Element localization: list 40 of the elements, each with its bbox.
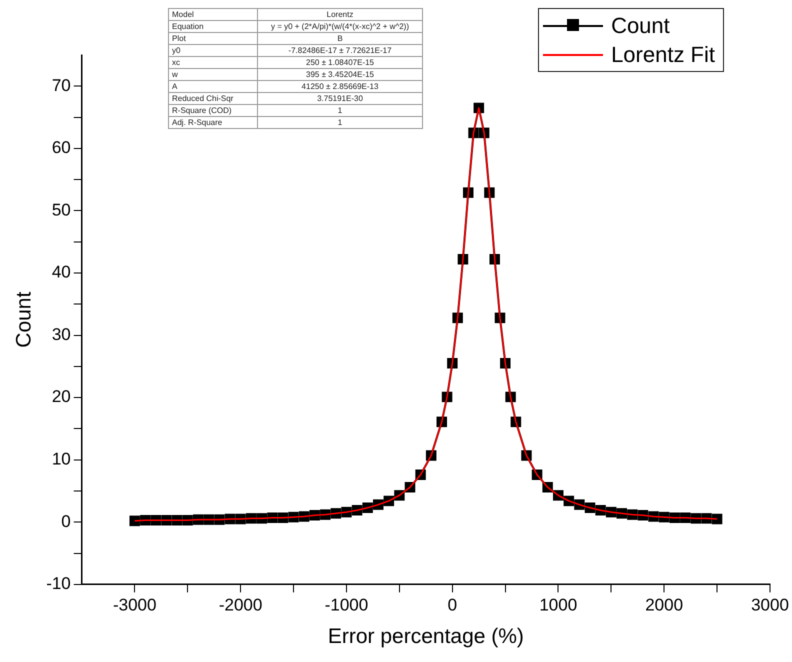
x-tick-label: -1000 (324, 595, 368, 614)
y-tick-label: 30 (52, 324, 71, 344)
x-tick-label: 3000 (751, 595, 789, 614)
annotation: 1 (258, 104, 422, 116)
annotation: 395 ± 3.45204E-15 (258, 68, 422, 80)
text: y = y0 + (2*A/pi)*(w/(4*(x-xc)^2 + w^2)) (258, 20, 422, 32)
annotation: w (168, 68, 258, 80)
text: Plot (168, 32, 258, 44)
x-tick-label: 0 (448, 595, 458, 614)
x-tick-label: 2000 (645, 595, 684, 614)
y-tick-label: 70 (52, 76, 71, 95)
annotation: R-Square (COD) (168, 104, 258, 116)
legend-label: Count (611, 12, 670, 38)
text: Lorentz (258, 8, 422, 20)
annotation: 250 ± 1.08407E-15 (258, 56, 422, 68)
annotation: y0 (168, 44, 258, 56)
y-tick-label: 0 (61, 512, 71, 531)
text: B (258, 32, 422, 44)
annotation: xc (168, 56, 258, 68)
x-axis-title: Error percentage (%) (328, 625, 524, 648)
y-tick-label: 50 (52, 200, 71, 220)
annotation: 3.75191E-30 (258, 92, 422, 104)
legend-label: Lorentz Fit (611, 42, 715, 68)
annotation: -7.82486E-17 ± 7.72621E-17 (258, 44, 422, 56)
annotation: 41250 ± 2.85669E-13 (258, 80, 422, 92)
x-tick-label: 1000 (539, 595, 578, 614)
x-tick-label: -3000 (112, 595, 156, 614)
y-tick-label: 10 (52, 450, 71, 469)
annotation: Reduced Chi-Sqr (168, 92, 258, 104)
y-axis-title: Count (12, 292, 36, 348)
text: Equation (168, 20, 258, 32)
x-tick-label: -2000 (218, 595, 262, 614)
y-tick-label: 40 (52, 262, 71, 282)
y-tick-label: -10 (46, 574, 71, 594)
annotation: A (168, 80, 258, 92)
annotation: Adj. R-Square (168, 116, 258, 128)
text: Model (168, 8, 258, 20)
y-tick-label: 20 (52, 387, 71, 406)
y-tick-label: 60 (52, 138, 71, 158)
annotation: 1 (258, 116, 422, 128)
